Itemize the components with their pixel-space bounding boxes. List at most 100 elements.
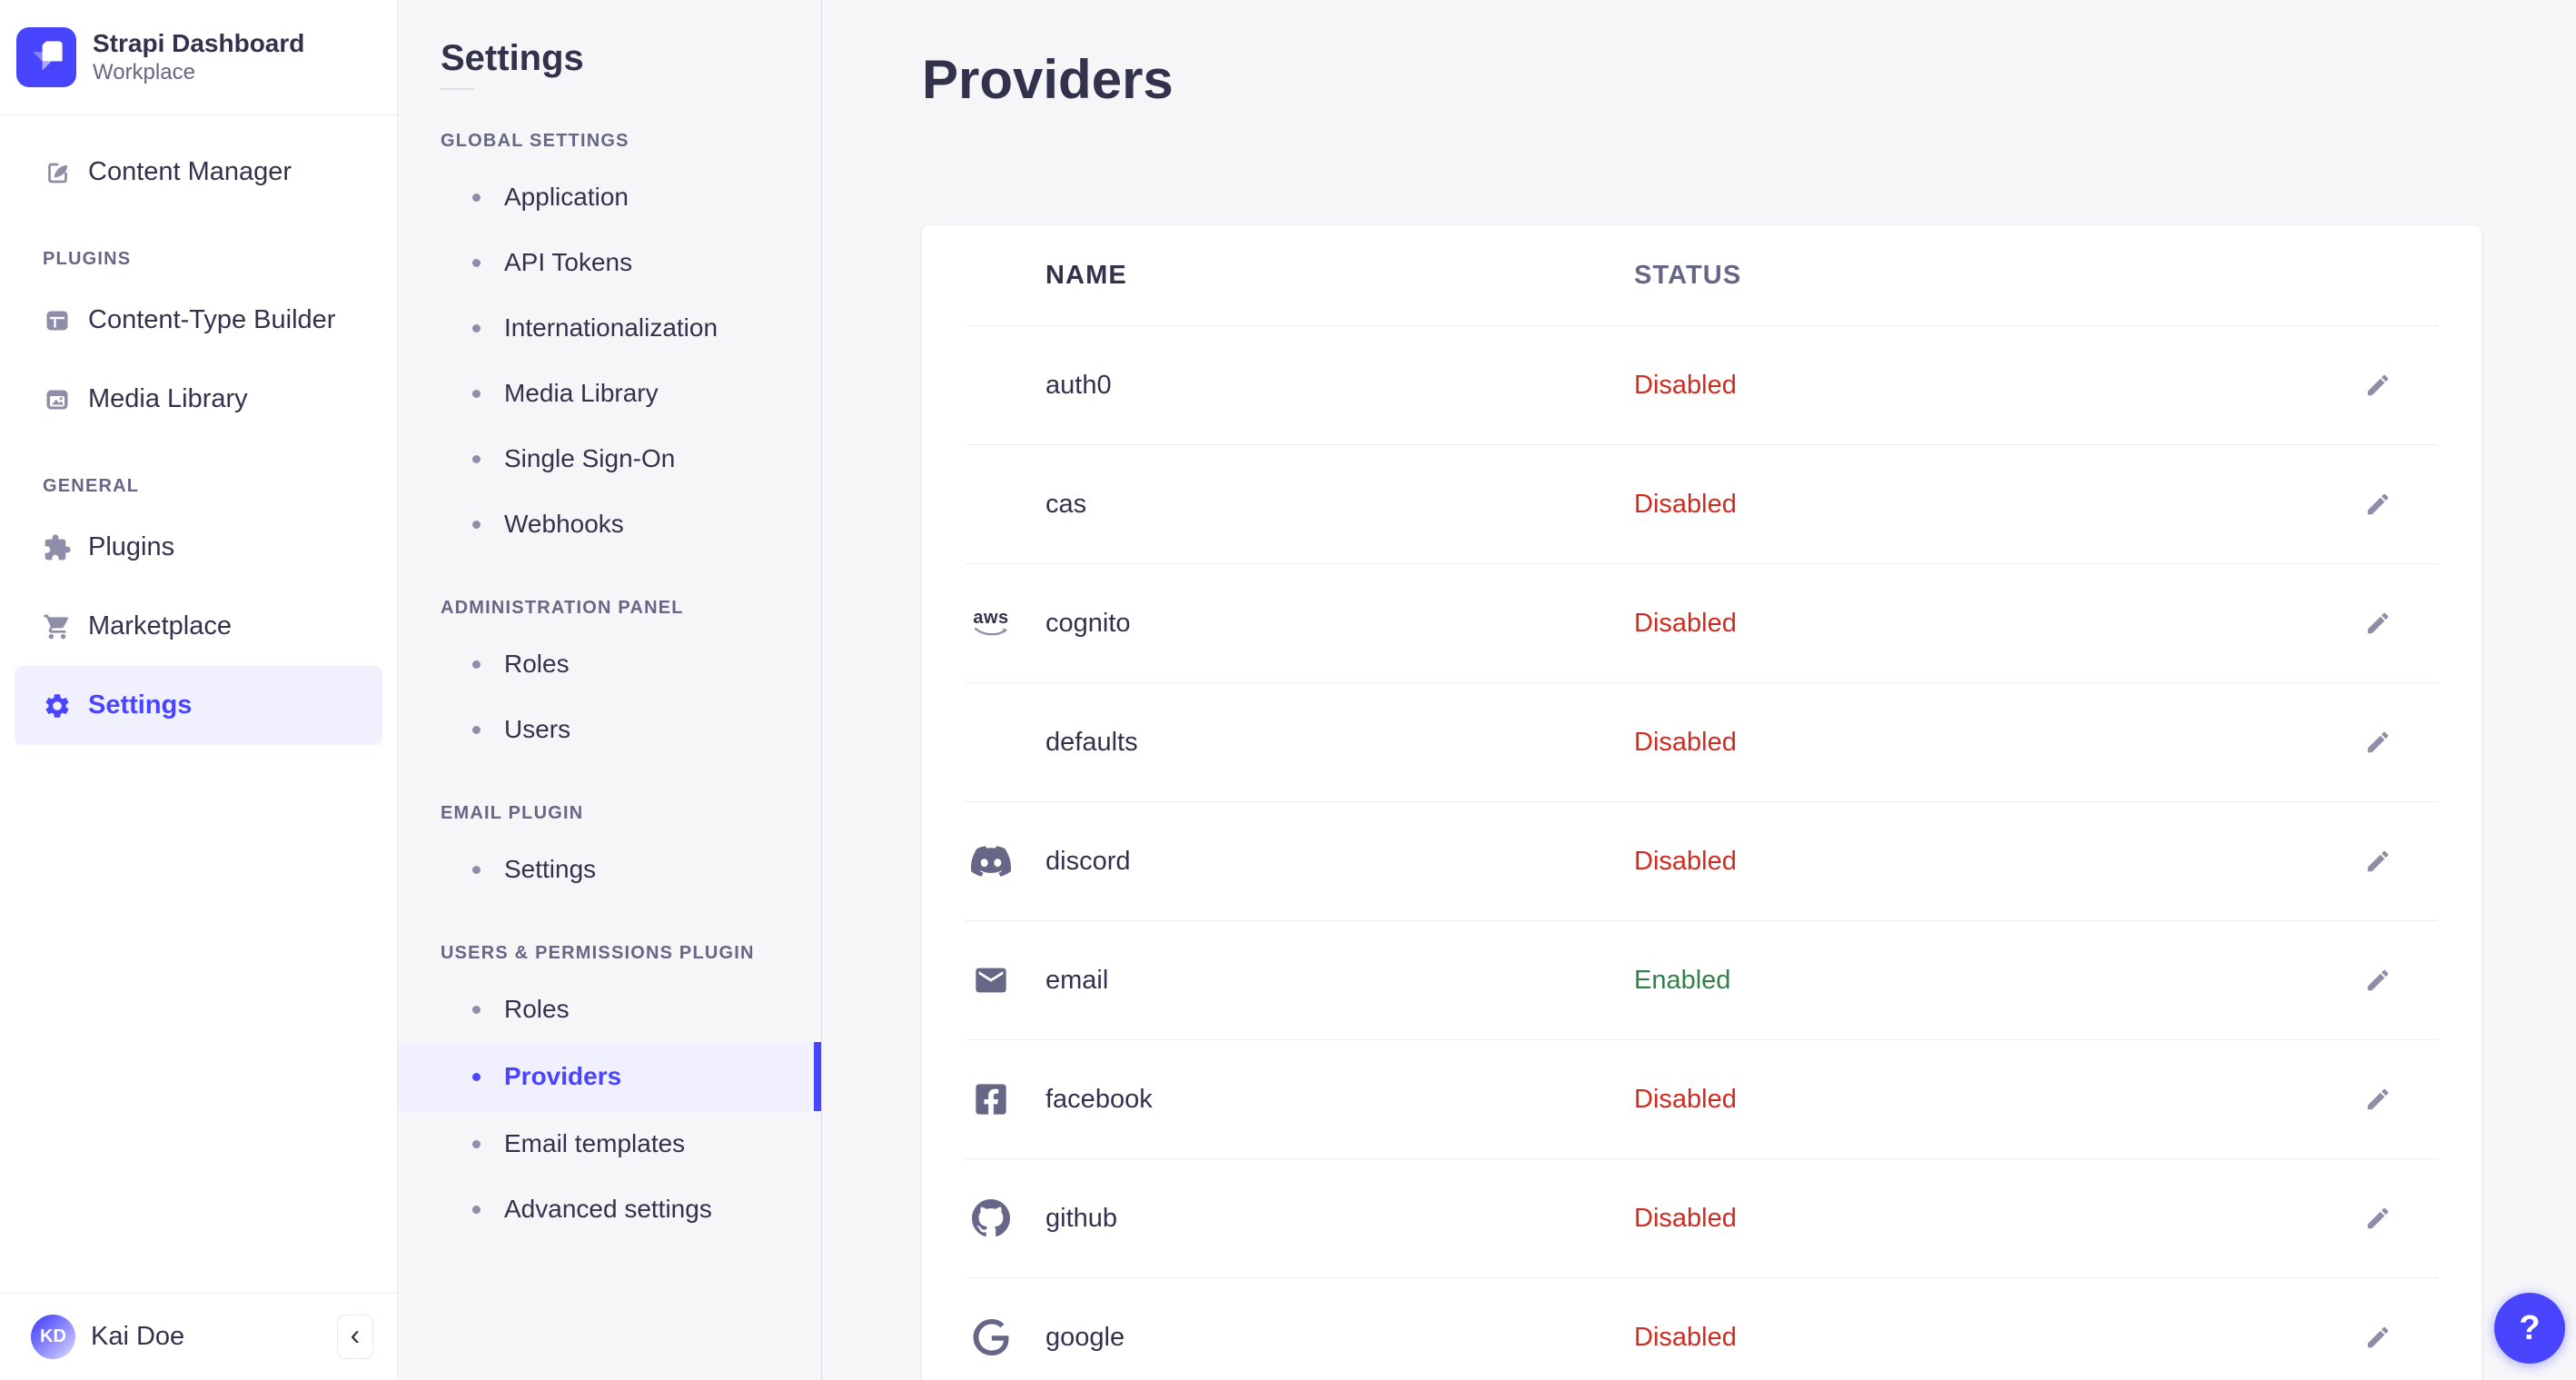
subnav-section-header: ADMINISTRATION PANEL xyxy=(441,598,684,618)
image-icon xyxy=(43,385,72,414)
subnav-item-internationalization[interactable]: Internationalization xyxy=(398,295,821,361)
status-badge: Enabled xyxy=(1634,965,1731,995)
row-divider xyxy=(966,1039,2438,1040)
row-divider xyxy=(966,444,2438,445)
provider-name: cognito xyxy=(1045,608,1131,638)
subnav-item-advanced-settings[interactable]: Advanced settings xyxy=(398,1176,821,1242)
page-title: Providers xyxy=(922,49,1174,110)
edit-provider-button[interactable] xyxy=(2362,845,2394,878)
pencil-icon xyxy=(2367,1088,2389,1110)
subnav-section-global: GLOBAL SETTINGS Application API Tokens I… xyxy=(398,130,821,557)
edit-provider-button[interactable] xyxy=(2362,726,2394,759)
table-row[interactable]: cas Disabled xyxy=(922,445,2482,563)
subnav-item-label: Advanced settings xyxy=(504,1195,712,1223)
sidebar-item-plugins[interactable]: Plugins xyxy=(15,508,382,587)
subnav-item-media-library[interactable]: Media Library xyxy=(398,361,821,426)
table-row[interactable]: facebook Disabled xyxy=(922,1040,2482,1158)
subnav-header: Settings xyxy=(398,0,821,90)
status-badge: Disabled xyxy=(1634,1322,1737,1352)
providers-table-card: NAME STATUS auth0 Disabled cas Disabled xyxy=(922,225,2482,1380)
table-row[interactable]: discord Disabled xyxy=(922,802,2482,920)
settings-subnav: Settings GLOBAL SETTINGS Application API… xyxy=(398,0,822,1380)
edit-provider-button[interactable] xyxy=(2362,488,2394,521)
table-header-row: NAME STATUS xyxy=(922,225,2482,325)
subnav-item-admin-users[interactable]: Users xyxy=(398,697,821,762)
edit-provider-button[interactable] xyxy=(2362,369,2394,402)
sidebar-item-content-manager[interactable]: Content Manager xyxy=(15,133,382,212)
subnav-item-label: Email templates xyxy=(504,1129,686,1157)
row-divider xyxy=(966,563,2438,564)
bullet-icon xyxy=(472,1072,481,1081)
bullet-icon xyxy=(472,1205,481,1214)
subnav-item-label: Users xyxy=(504,715,571,743)
subnav-section-users-permissions: USERS & PERMISSIONS PLUGIN Roles Provide… xyxy=(398,942,821,1242)
subnav-item-up-roles[interactable]: Roles xyxy=(398,977,821,1042)
bullet-icon xyxy=(472,258,481,267)
edit-provider-button[interactable] xyxy=(2362,1202,2394,1235)
bullet-icon xyxy=(472,725,481,734)
subnav-item-webhooks[interactable]: Webhooks xyxy=(398,491,821,557)
status-badge: Disabled xyxy=(1634,489,1737,519)
table-row[interactable]: aws cognito Disabled xyxy=(922,564,2482,682)
user-profile[interactable]: KD Kai Doe ‹ xyxy=(0,1293,397,1380)
pencil-icon xyxy=(2367,374,2389,396)
sidebar-item-marketplace[interactable]: Marketplace xyxy=(15,587,382,666)
gear-icon xyxy=(43,691,72,720)
sidebar-item-content-type-builder[interactable]: Content-Type Builder xyxy=(15,281,382,360)
subnav-item-admin-roles[interactable]: Roles xyxy=(398,631,821,697)
provider-name: auth0 xyxy=(1045,370,1112,400)
subnav-item-label: Roles xyxy=(504,995,570,1023)
subnav-item-providers[interactable]: Providers xyxy=(398,1042,821,1111)
row-divider xyxy=(966,1158,2438,1159)
nav-section-plugins: PLUGINS xyxy=(43,249,132,269)
status-badge: Disabled xyxy=(1634,727,1737,757)
table-row[interactable]: email Enabled xyxy=(922,921,2482,1039)
subnav-section-header: GLOBAL SETTINGS xyxy=(441,131,629,151)
table-row[interactable]: github Disabled xyxy=(922,1159,2482,1277)
provider-name: cas xyxy=(1045,489,1087,519)
pencil-icon xyxy=(2367,731,2389,753)
subnav-item-application[interactable]: Application xyxy=(398,164,821,230)
edit-provider-button[interactable] xyxy=(2362,1321,2394,1354)
sidebar-item-label: Marketplace xyxy=(88,611,232,640)
pencil-icon xyxy=(2367,1326,2389,1348)
subnav-item-single-sign-on[interactable]: Single Sign-On xyxy=(398,426,821,491)
sidebar-item-label: Content-Type Builder xyxy=(88,305,336,334)
sidebar-item-settings[interactable]: Settings xyxy=(15,666,382,745)
subnav-item-email-templates[interactable]: Email templates xyxy=(398,1111,821,1176)
status-badge: Disabled xyxy=(1634,1203,1737,1233)
help-button[interactable]: ? xyxy=(2494,1293,2565,1364)
table-row[interactable]: google Disabled xyxy=(922,1278,2482,1380)
puzzle-icon xyxy=(43,533,72,562)
edit-provider-button[interactable] xyxy=(2362,607,2394,640)
subnav-item-label: API Tokens xyxy=(504,248,633,276)
table-row[interactable]: defaults Disabled xyxy=(922,683,2482,801)
workspace-titles: Strapi Dashboard Workplace xyxy=(93,28,304,86)
row-divider xyxy=(966,801,2438,802)
question-mark-icon: ? xyxy=(2519,1308,2541,1347)
bullet-icon xyxy=(472,454,481,463)
workspace-brand[interactable]: Strapi Dashboard Workplace xyxy=(0,0,397,115)
edit-provider-button[interactable] xyxy=(2362,1083,2394,1116)
subnav-item-label: Application xyxy=(504,183,629,211)
subnav-item-api-tokens[interactable]: API Tokens xyxy=(398,230,821,295)
subnav-item-label: Internationalization xyxy=(504,313,718,342)
pencil-icon xyxy=(2367,612,2389,634)
collapse-sidebar-button[interactable]: ‹ xyxy=(337,1315,373,1359)
edit-provider-button[interactable] xyxy=(2362,964,2394,997)
github-icon xyxy=(966,1199,1016,1237)
subnav-section-header: EMAIL PLUGIN xyxy=(441,803,584,823)
bullet-icon xyxy=(472,389,481,398)
layout-grid-icon xyxy=(43,306,72,335)
sidebar-item-media-library[interactable]: Media Library xyxy=(15,360,382,439)
subnav-section-admin-panel: ADMINISTRATION PANEL Roles Users xyxy=(398,597,821,762)
provider-name: google xyxy=(1045,1322,1125,1352)
subnav-item-email-settings[interactable]: Settings xyxy=(398,837,821,902)
facebook-icon xyxy=(966,1082,1016,1117)
table-row[interactable]: auth0 Disabled xyxy=(922,326,2482,444)
main-content: Providers NAME STATUS auth0 Disabled xyxy=(822,0,2576,1380)
bullet-icon xyxy=(472,1139,481,1148)
subnav-title: Settings xyxy=(441,38,584,78)
status-badge: Disabled xyxy=(1634,370,1737,400)
row-divider xyxy=(966,682,2438,683)
